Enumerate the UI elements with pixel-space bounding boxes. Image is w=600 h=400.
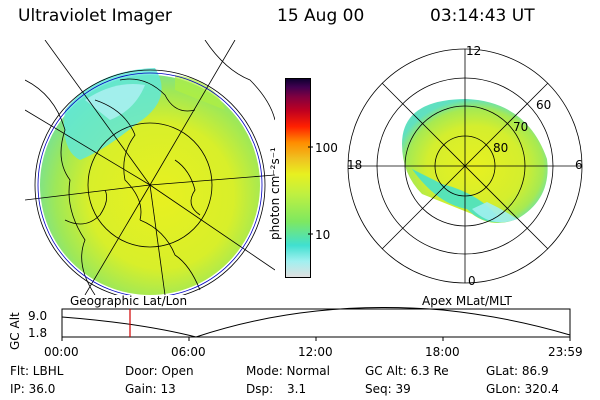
gc-alt-info: GC Alt: 6.3 Re: [365, 364, 449, 378]
geographic-map: [25, 40, 275, 295]
seq-info: Seq: 39: [365, 382, 411, 396]
colorbar-ticks: [308, 146, 313, 235]
date-label: 15 Aug 00: [277, 6, 365, 26]
colorbar: [285, 78, 311, 278]
altitude-xtick-4: 23:59: [548, 345, 583, 359]
mlt-label-12: 12: [466, 44, 482, 58]
apex-map-label: Apex MLat/MLT: [422, 294, 512, 308]
instrument-title: Ultraviolet Imager: [18, 6, 172, 26]
colorbar-tick-100: 100: [315, 141, 338, 155]
altitude-ytick-bottom: 1.8: [28, 326, 48, 340]
mlt-label-18: 18: [347, 158, 363, 172]
mlat-label-60: 60: [536, 98, 552, 112]
dsp-value: 3.1: [287, 382, 307, 396]
mlt-label-0: 0: [468, 274, 476, 288]
door-info: Door: Open: [125, 364, 194, 378]
mlat-label-80: 80: [493, 141, 509, 155]
time-label: 03:14:43 UT: [430, 6, 535, 26]
altitude-xtick-1: 06:00: [171, 345, 206, 359]
ip-info: IP: 36.0: [10, 382, 56, 396]
altitude-ytick-top: 9.0: [28, 309, 48, 323]
mode-info: Mode: Normal: [246, 364, 330, 378]
mlt-label-6: 6: [575, 158, 583, 172]
mlat-label-70: 70: [513, 120, 529, 134]
altitude-ylabel: GC Alt: [8, 312, 22, 350]
geographic-map-label: Geographic Lat/Lon: [70, 294, 188, 308]
filter-info: Flt: LBHL: [10, 364, 64, 378]
colorbar-unit-label: photon cm⁻²s⁻¹: [268, 147, 282, 240]
apex-polar-map: [347, 48, 583, 284]
altitude-xtick-0: 00:00: [44, 345, 79, 359]
glon-info: GLon: 320.4: [486, 382, 559, 396]
altitude-curve: [61, 307, 571, 338]
altitude-plot: [61, 307, 571, 341]
glat-info: GLat: 86.9: [486, 364, 549, 378]
dsp-label: Dsp:: [246, 382, 274, 396]
colorbar-tick-10: 10: [315, 228, 331, 242]
altitude-xtick-2: 12:00: [298, 345, 333, 359]
altitude-xtick-3: 18:00: [425, 345, 460, 359]
gain-info: Gain: 13: [125, 382, 176, 396]
